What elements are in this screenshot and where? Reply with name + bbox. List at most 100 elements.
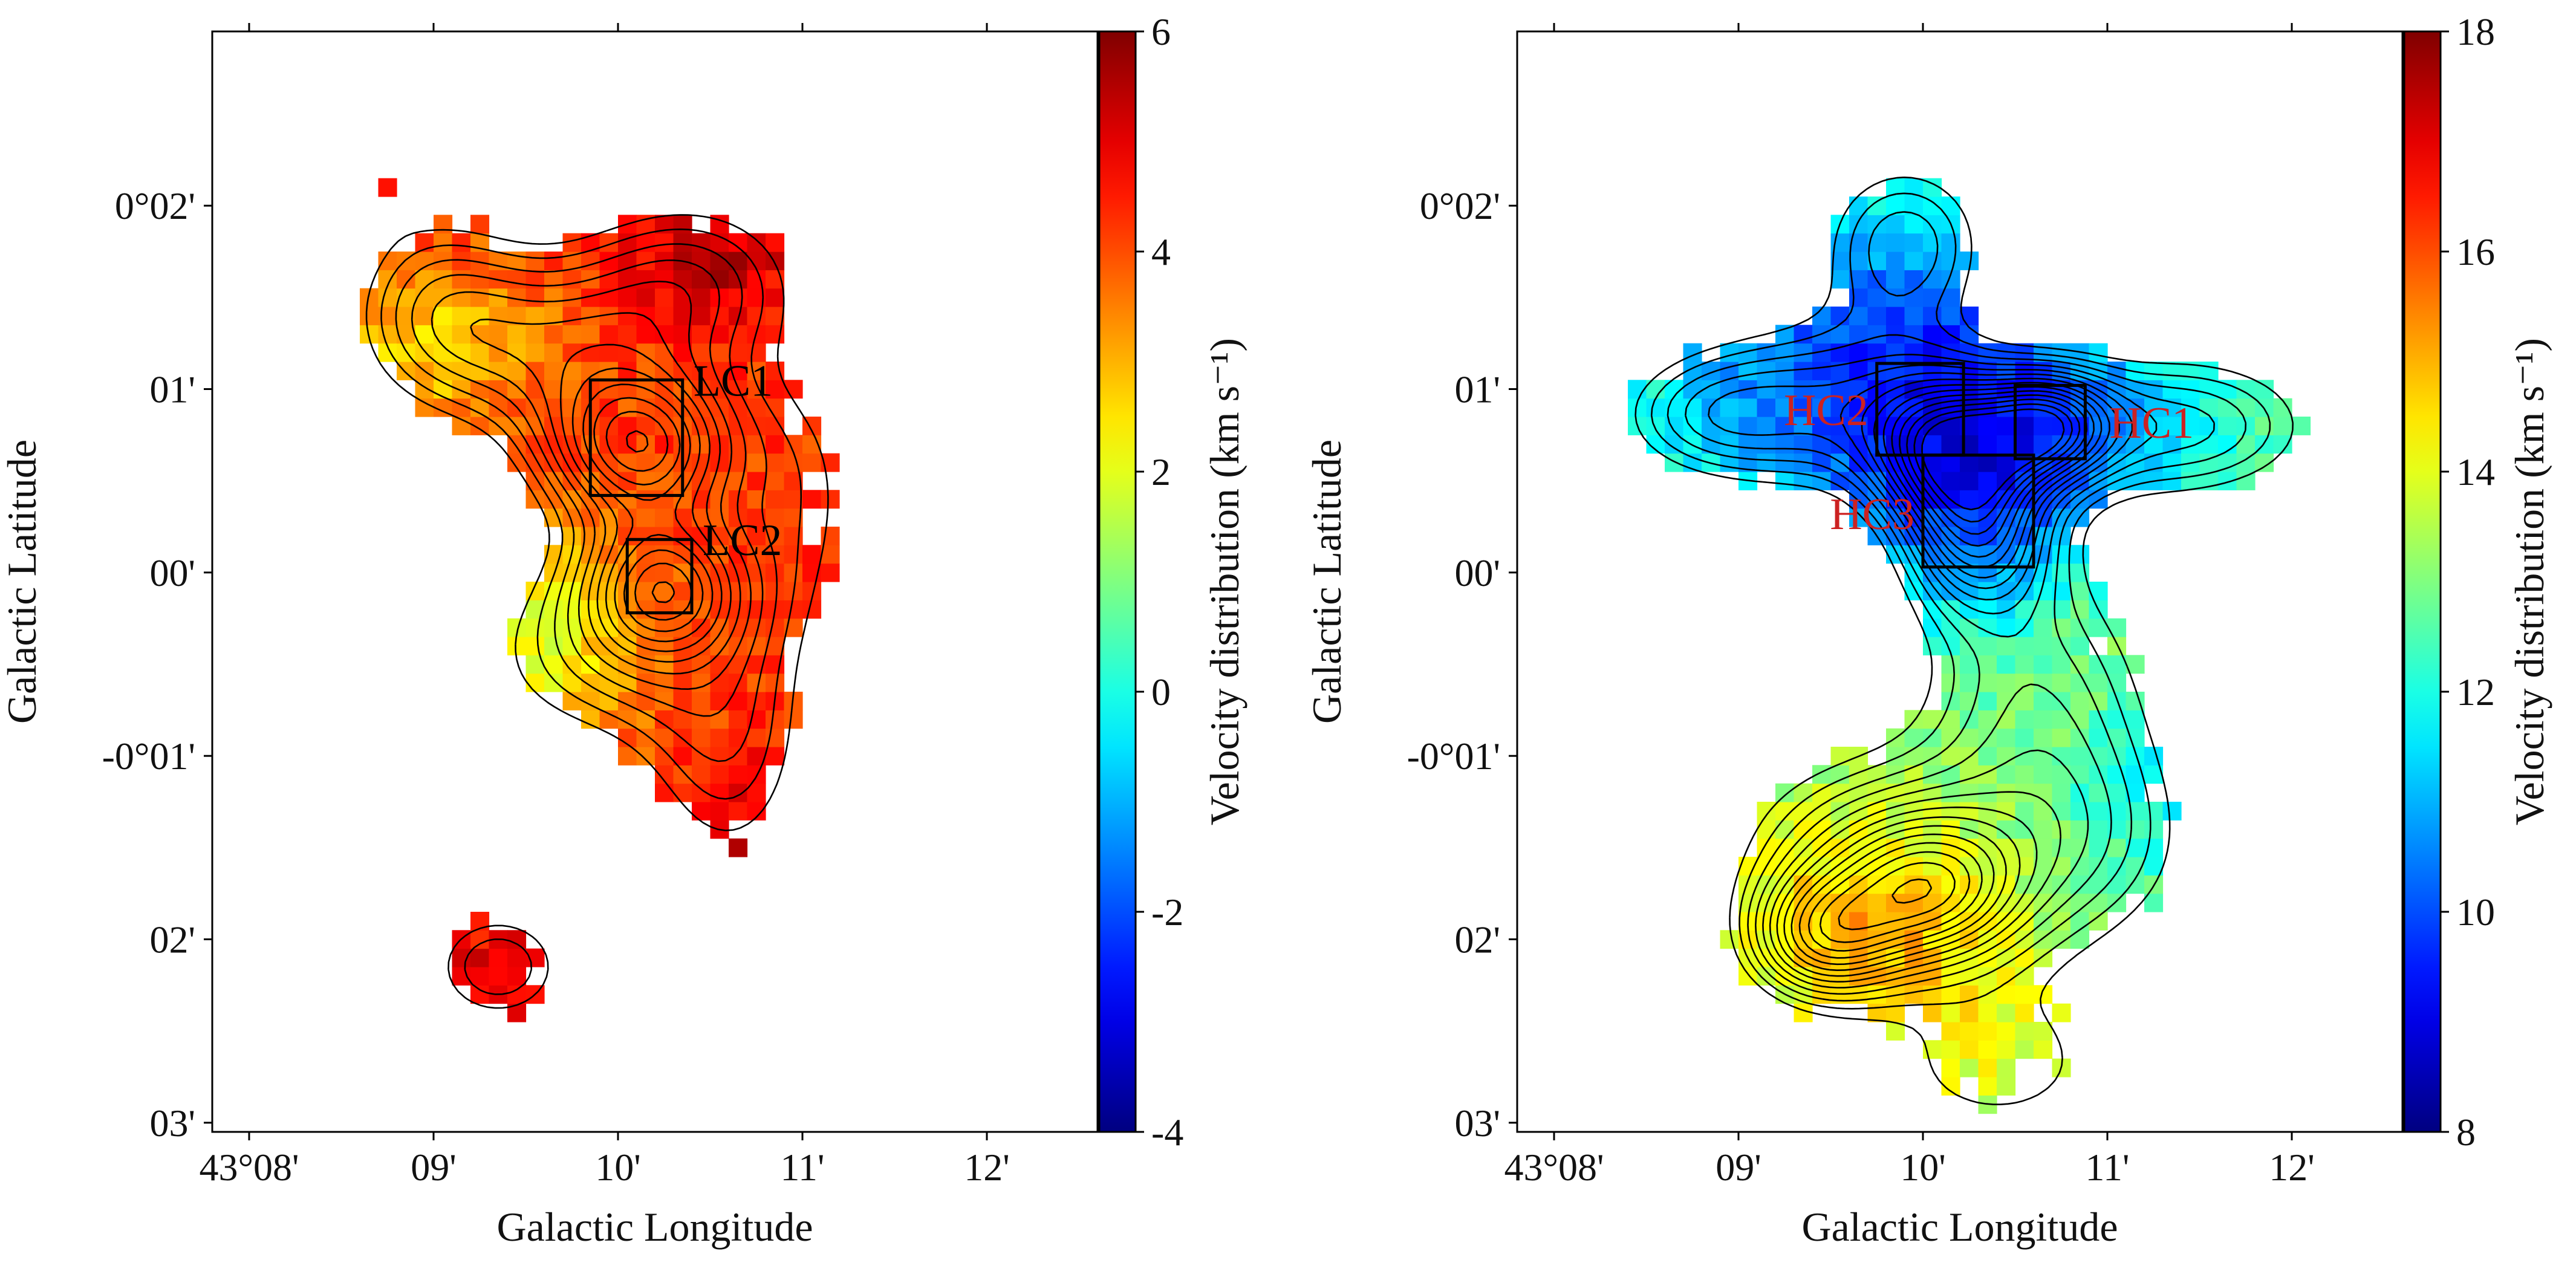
heatmap-cell xyxy=(1904,875,1924,894)
heatmap-cell xyxy=(2089,343,2108,362)
contour-line xyxy=(1798,390,2095,959)
heatmap-cell xyxy=(2070,875,2090,894)
region-box-hc1 xyxy=(2014,383,2087,461)
region-box-hc2 xyxy=(1875,362,1965,457)
heatmap-cell xyxy=(747,563,766,582)
heatmap-cell xyxy=(1886,233,1905,252)
heatmap-cell xyxy=(747,252,766,270)
heatmap-cell xyxy=(636,270,655,289)
heatmap-cell xyxy=(729,527,748,545)
heatmap-cell xyxy=(1738,398,1758,417)
heatmap-cell xyxy=(1923,838,1942,857)
heatmap-cell xyxy=(544,362,564,380)
x-tick-label: 43°08' xyxy=(199,1146,299,1189)
heatmap-cell xyxy=(710,508,729,527)
heatmap-cell xyxy=(1997,985,2016,1004)
heatmap-cell xyxy=(1757,453,1776,472)
region-box-lc2 xyxy=(625,538,694,615)
heatmap-cell xyxy=(434,307,453,325)
heatmap-cell xyxy=(1960,893,1979,912)
heatmap-cell xyxy=(729,710,748,729)
heatmap-cell xyxy=(1812,820,1832,839)
left-x-axis-title: Galactic Longitude xyxy=(496,1204,813,1250)
heatmap-cell xyxy=(1923,857,1942,876)
heatmap-cell xyxy=(1941,472,1960,490)
heatmap-cell xyxy=(1738,435,1758,454)
heatmap-cell xyxy=(1941,783,1960,802)
heatmap-cell xyxy=(1997,1058,2016,1077)
heatmap-cell xyxy=(1886,435,1905,454)
heatmap-cell xyxy=(415,270,434,289)
heatmap-cell xyxy=(544,252,564,270)
heatmap-cell xyxy=(2255,417,2274,435)
y-tick-label: 03' xyxy=(149,1102,195,1145)
heatmap-cell xyxy=(636,508,655,527)
heatmap-cell xyxy=(1904,343,1924,362)
y-tick-label: -0°01' xyxy=(102,735,195,778)
heatmap-cell xyxy=(692,673,711,692)
heatmap-cell xyxy=(1886,215,1905,234)
heatmap-cell xyxy=(2034,820,2053,839)
heatmap-cell xyxy=(692,618,711,637)
heatmap-cell xyxy=(2015,655,2034,674)
heatmap-cell xyxy=(2144,820,2164,839)
heatmap-cell xyxy=(1923,252,1942,270)
heatmap-cell xyxy=(470,912,490,931)
heatmap-cell xyxy=(636,728,655,747)
contour-line xyxy=(1685,354,2215,995)
heatmap-cell xyxy=(2052,820,2071,839)
heatmap-cell xyxy=(1830,765,1850,784)
heatmap-cell xyxy=(766,435,785,454)
heatmap-cell xyxy=(1978,655,1997,674)
heatmap-cell xyxy=(2052,802,2071,820)
heatmap-cell xyxy=(636,692,655,710)
heatmap-cell xyxy=(1978,710,1997,729)
contour-line xyxy=(380,228,802,995)
heatmap-cell xyxy=(1849,343,1869,362)
heatmap-cell xyxy=(1978,343,1997,362)
heatmap-cell xyxy=(729,582,748,600)
heatmap-cell xyxy=(562,380,582,399)
heatmap-cell xyxy=(525,655,545,674)
heatmap-cell xyxy=(397,270,416,289)
heatmap-cell xyxy=(507,930,527,949)
heatmap-cell xyxy=(2034,618,2053,637)
heatmap-cell xyxy=(507,985,527,1004)
heatmap-cell xyxy=(636,362,655,380)
heatmap-cell xyxy=(636,288,655,307)
heatmap-cell xyxy=(2199,417,2219,435)
heatmap-cell xyxy=(470,930,490,949)
heatmap-cell xyxy=(618,508,637,527)
heatmap-cell xyxy=(1941,233,1960,252)
heatmap-cell xyxy=(710,307,729,325)
heatmap-cell xyxy=(1683,380,1702,399)
heatmap-cell xyxy=(1960,1058,1979,1077)
heatmap-cell xyxy=(1757,380,1776,399)
heatmap-cell xyxy=(2052,857,2071,876)
heatmap-cell xyxy=(525,343,545,362)
heatmap-cell xyxy=(1794,838,1813,857)
x-tick-label: 12' xyxy=(2269,1146,2315,1189)
heatmap-cell xyxy=(2052,783,2071,802)
heatmap-cell xyxy=(729,838,748,857)
y-tick-label: 00' xyxy=(1454,551,1500,594)
heatmap-cell xyxy=(1978,508,1997,527)
heatmap-cell xyxy=(1886,307,1905,325)
heatmap-cell xyxy=(710,343,729,362)
heatmap-cell xyxy=(1702,398,1721,417)
heatmap-cell xyxy=(2034,673,2053,692)
heatmap-cell xyxy=(1960,508,1979,527)
heatmap-cell xyxy=(2070,637,2090,655)
heatmap-cell xyxy=(673,747,692,765)
heatmap-cell xyxy=(581,252,600,270)
heatmap-cell xyxy=(470,215,490,234)
heatmap-cell xyxy=(1904,985,1924,1004)
heatmap-cell xyxy=(452,233,471,252)
heatmap-cell xyxy=(599,435,619,454)
y-tick-label: 00' xyxy=(149,551,195,594)
heatmap-cell xyxy=(655,545,674,564)
heatmap-cell xyxy=(2052,930,2071,949)
heatmap-cell xyxy=(729,307,748,325)
heatmap-cell xyxy=(1904,307,1924,325)
heatmap-cell xyxy=(673,270,692,289)
